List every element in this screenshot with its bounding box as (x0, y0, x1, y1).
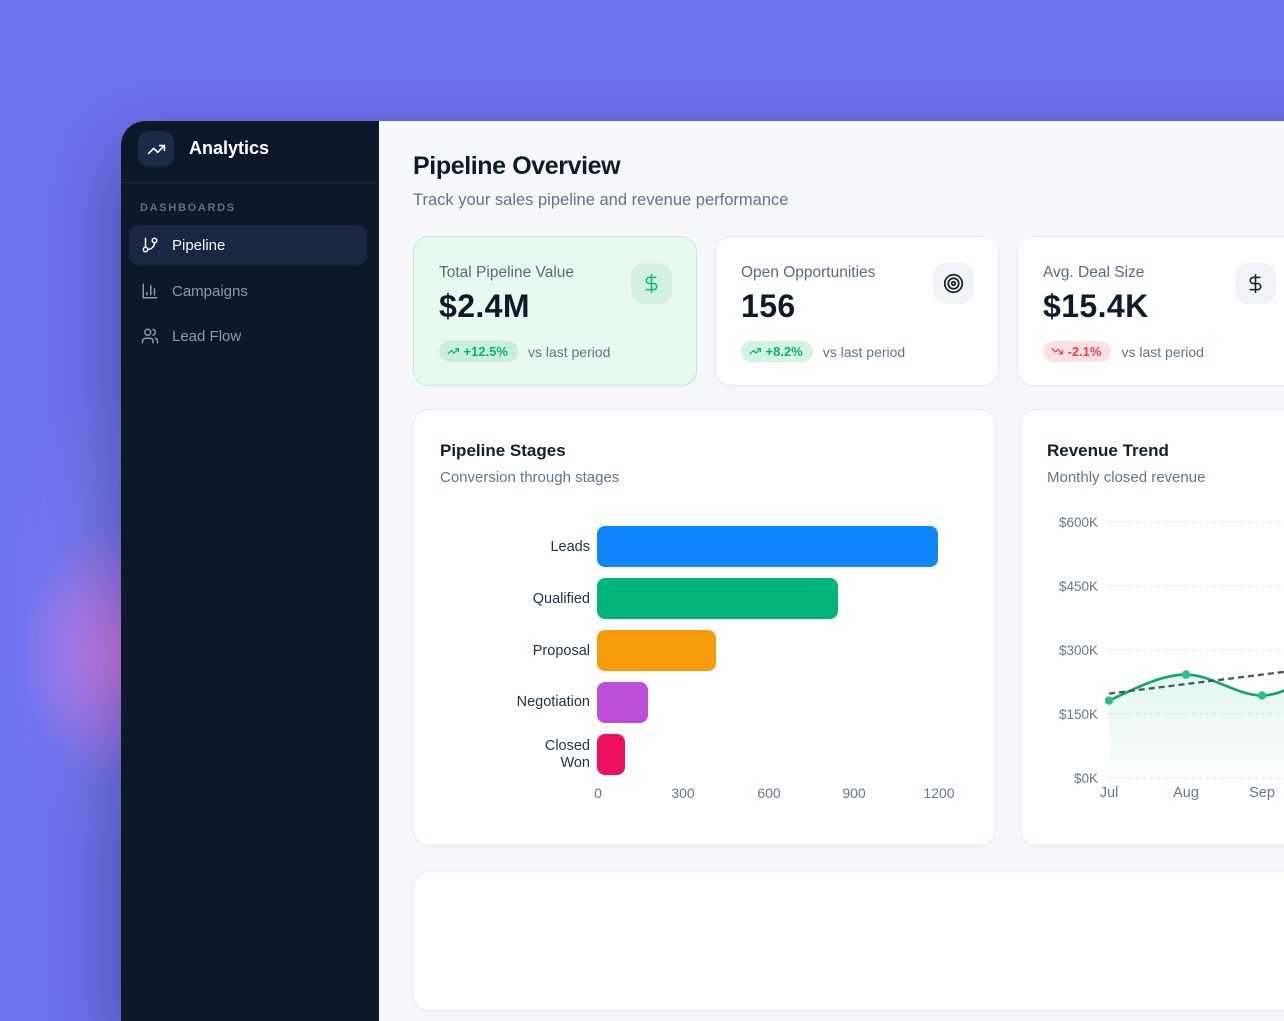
svg-text:$300K: $300K (1059, 643, 1098, 658)
svg-text:$450K: $450K (1059, 579, 1098, 594)
svg-text:Aug: Aug (1173, 785, 1199, 801)
svg-text:$0K: $0K (1074, 771, 1098, 786)
svg-text:Jul: Jul (1100, 785, 1119, 801)
svg-text:$150K: $150K (1059, 707, 1098, 722)
svg-text:Sep: Sep (1249, 785, 1275, 801)
svg-text:$600K: $600K (1059, 515, 1098, 530)
